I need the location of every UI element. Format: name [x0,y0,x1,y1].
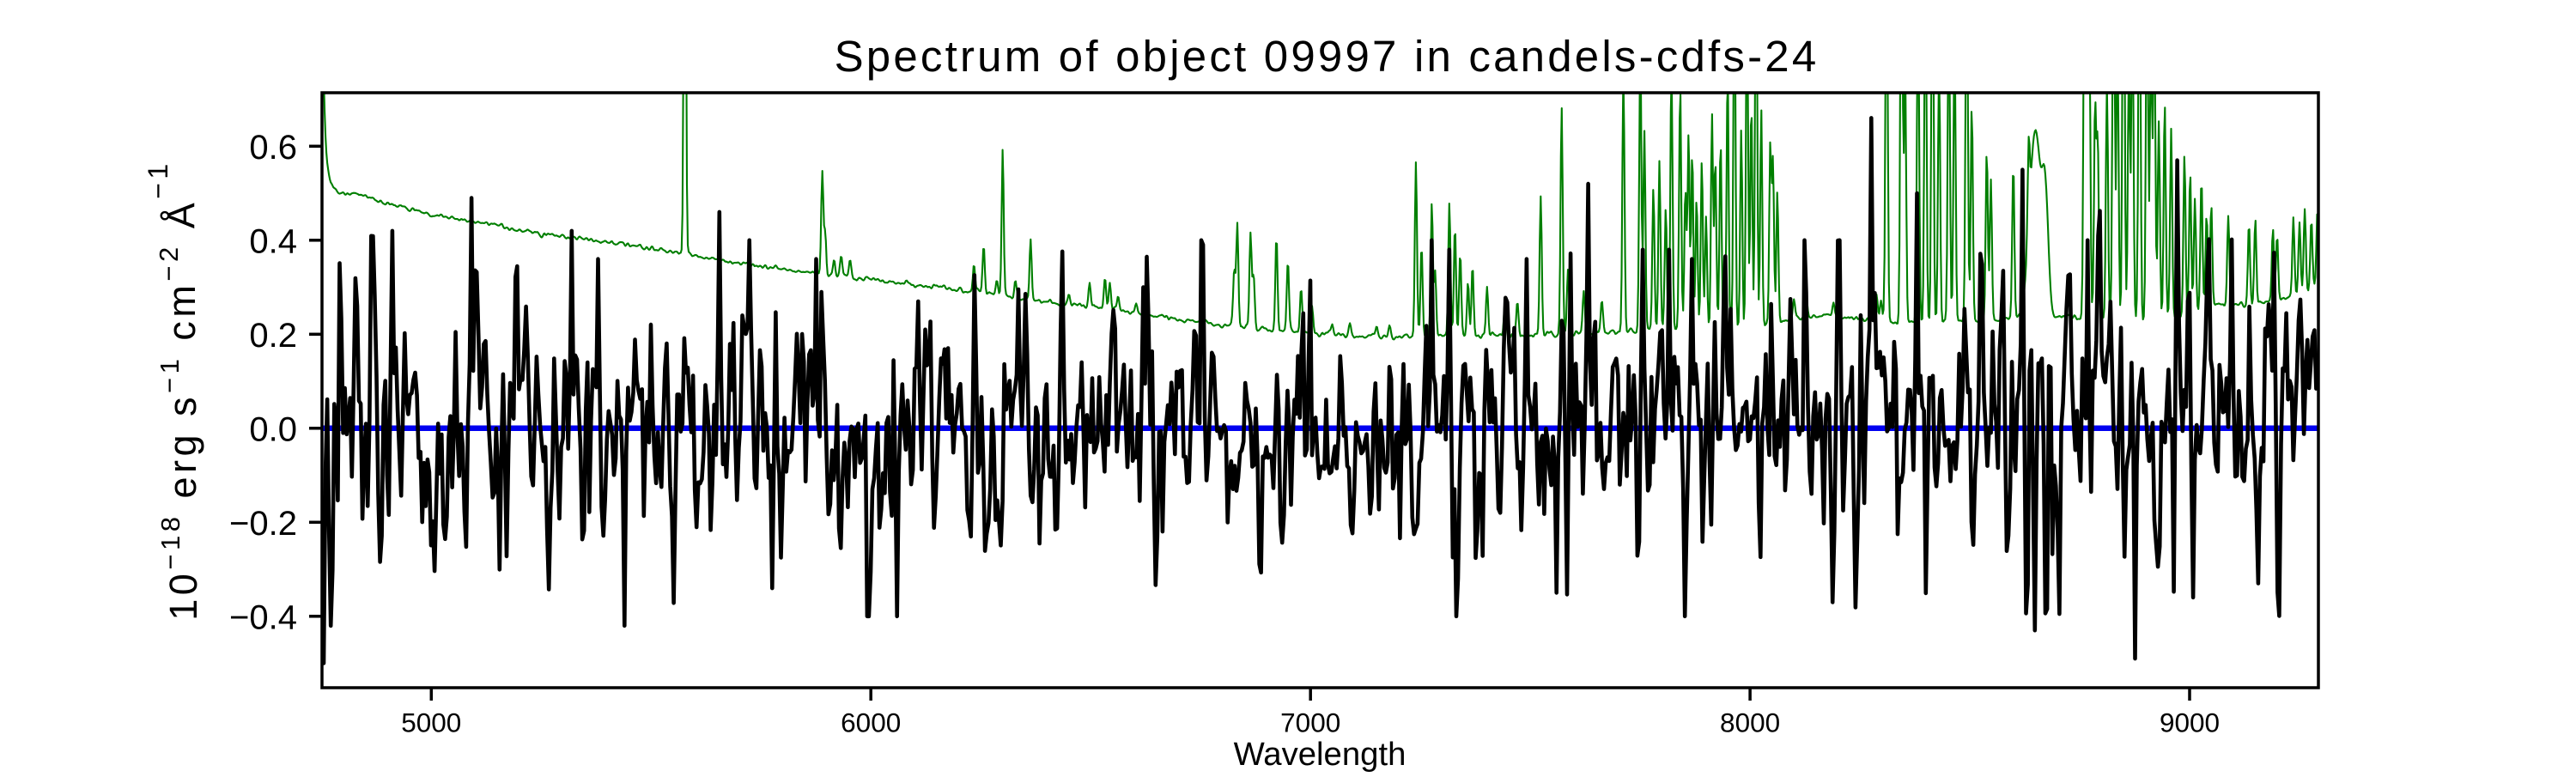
svg-text:5000: 5000 [401,707,461,738]
svg-text:0.6: 0.6 [249,129,297,167]
svg-text:−0.4: −0.4 [229,598,297,636]
svg-text:8000: 8000 [1720,707,1780,738]
svg-text:7000: 7000 [1280,707,1340,738]
svg-text:0.2: 0.2 [249,317,297,355]
svg-text:−0.2: −0.2 [229,505,297,543]
svg-text:9000: 9000 [2160,707,2220,738]
svg-text:0.0: 0.0 [249,410,297,448]
svg-text:6000: 6000 [841,707,901,738]
svg-text:Wavelength: Wavelength [1234,736,1406,773]
svg-text:0.4: 0.4 [249,222,297,260]
svg-text:Spectrum of object 09997 in ca: Spectrum of object 09997 in candels-cdfs… [835,32,1820,81]
